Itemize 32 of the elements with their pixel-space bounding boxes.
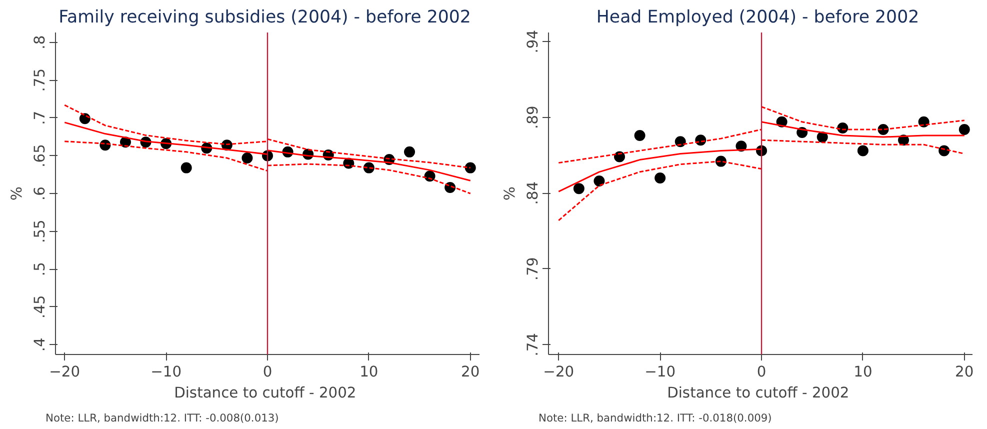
y-tick-label: .89 (524, 106, 542, 130)
y-tick-label: .7 (32, 110, 48, 125)
text: Note: LLR, bandwidth:12. ITT: -0.008(0.013) (46, 412, 279, 424)
x-axis-title: Distance to cutoff - 2002 (174, 384, 356, 402)
x-tick-label: −20 (543, 364, 574, 380)
y-tick-label: .75 (32, 68, 48, 92)
y-tick-label: .94 (524, 30, 542, 54)
y-tick-label: .84 (524, 181, 542, 205)
x-tick-label: 10 (854, 364, 872, 380)
x-tick-label: 10 (360, 364, 378, 380)
y-tick-label: .74 (524, 332, 542, 356)
x-tick-label: 0 (262, 364, 272, 380)
chart-title: Family receiving subsidies (2004) - before 2002 (58, 8, 471, 28)
x-axis-title: Distance to cutoff - 2002 (667, 384, 850, 402)
y-axis-title: % (8, 186, 26, 200)
text: Note: LLR, bandwidth:12. ITT: -0.018(0.009) (538, 412, 772, 424)
y-tick-label: .4 (32, 338, 48, 352)
x-tick-label: −10 (644, 364, 676, 380)
x-tick-label: 0 (756, 364, 766, 380)
x-tick-label: −20 (49, 364, 80, 380)
x-tick-label: −10 (150, 364, 182, 380)
y-tick-label: .65 (32, 144, 48, 168)
y-tick-label: .5 (32, 262, 48, 276)
y-tick-label: .79 (524, 257, 542, 281)
x-tick-label: 20 (955, 364, 974, 380)
y-tick-label: .8 (32, 35, 48, 50)
y-tick-label: .55 (32, 220, 48, 243)
x-tick-label: 20 (461, 364, 480, 380)
y-tick-label: .45 (32, 295, 48, 319)
chart-title: Head Employed (2004) - before 2002 (596, 8, 920, 28)
y-axis-title: % (502, 186, 518, 200)
y-tick-label: .6 (32, 186, 48, 200)
